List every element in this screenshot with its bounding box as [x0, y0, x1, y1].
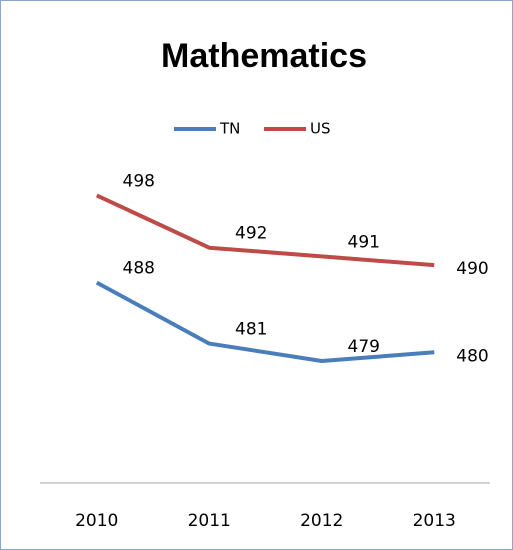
chart-title: Mathematics	[161, 37, 367, 75]
series-line	[95, 193, 435, 268]
data-label: 492	[235, 224, 267, 244]
data-label: 480	[456, 346, 488, 366]
legend-label: US	[310, 120, 331, 138]
data-label: 498	[123, 171, 155, 191]
x-tick-label: 2012	[300, 511, 343, 531]
legend-label: TN	[219, 120, 240, 138]
data-label: 491	[348, 232, 380, 252]
x-tick-label: 2013	[413, 511, 456, 531]
x-tick-label: 2010	[75, 511, 118, 531]
x-tick-label: 2011	[188, 511, 231, 531]
data-label: 488	[123, 259, 155, 279]
series-line	[95, 280, 435, 363]
data-label: 490	[456, 259, 488, 279]
data-label: 479	[348, 337, 380, 357]
data-label: 481	[235, 320, 267, 340]
